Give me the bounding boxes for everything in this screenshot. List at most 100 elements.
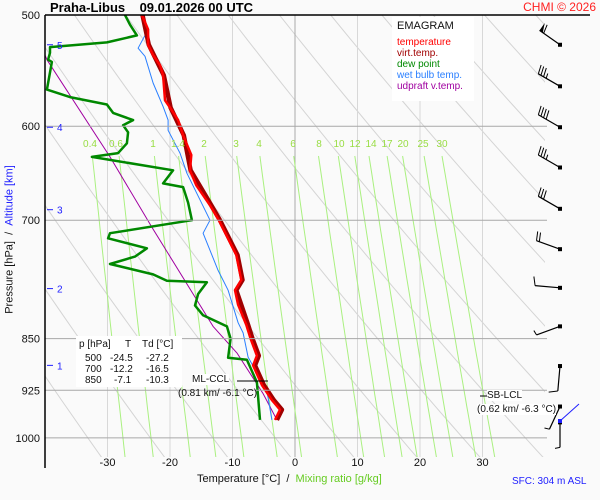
mixing-ratio-line [153,155,191,457]
wind-barb-shaft [539,29,561,46]
pressure-tick-label: 925 [22,385,40,397]
header-t: T [125,339,132,350]
datetime: 09.01.2026 00 UTC [139,0,254,15]
wind-barb-half-feather [544,427,550,430]
wind-barb-shaft [548,406,561,430]
mixing-ratio-label: 1 [150,139,156,150]
wind-barb-shaft [538,195,561,210]
ml-ccl-value: (0.81 km/ -6.1 °C) [178,388,258,399]
wind-barb [533,324,562,336]
wind-barb [537,146,562,170]
wind-barb-shaft [557,365,561,392]
mixing-ratio-line [368,155,418,457]
temperature-tick-label: 30 [476,457,488,469]
dry-adiabat-line [432,15,545,142]
mixing-ratio-line [402,155,454,457]
cell-p: 500 [85,353,102,364]
ml-ccl-label: ML-CCL [192,374,230,385]
header-p: p [hPa] [79,339,111,350]
legend-item-dew-point: dew point [397,59,440,70]
altitude-tick-label: 4 [57,123,63,134]
wind-barb-feather [538,232,542,242]
dry-adiabat-line [45,375,102,457]
dry-adiabat-line [278,15,545,327]
wind-barb-pennant [539,23,545,33]
mixing-ratio-label: 6 [290,139,296,150]
mixing-ratio-label: 0.6 [109,139,123,150]
series-udpraft-v-temp [45,54,278,421]
wind-barb-feather [533,276,536,286]
x-axis-label: Temperature [°C] [197,473,281,485]
wind-barbs [533,23,580,449]
wind-barb [554,403,580,449]
wind-barb [537,105,562,130]
temperature-tick-label: -10 [225,457,241,469]
altitude-tick-label: 1 [57,361,63,372]
axes: 0.4 0.6 1 1.4 2 3 4 6 8 10 12 14 17 20 25 3050060070085… [16,10,590,469]
altitude-tick-label: 2 [57,285,63,296]
pressure-tick-label: 1000 [16,433,40,445]
temperature-tick-label: -30 [100,457,116,469]
wind-barb [533,276,562,290]
wind-barb-feather [540,188,545,198]
dry-adiabat-line [73,15,418,457]
mixing-ratio-line [318,155,365,457]
dry-adiabat-line [227,15,545,393]
wind-barb-half-feather [533,330,537,336]
mixing-ratio-label: 3 [233,139,239,150]
altitude-tick-label: 5 [57,41,63,52]
dry-adiabat-line [45,204,229,457]
temperature-tick-label: 0 [292,457,298,469]
mixing-ratio-label: 1.4 [171,139,185,150]
header-td: Td [°C] [142,339,174,350]
wind-barb [548,364,562,393]
mixing-ratio-label: 10 [333,139,345,150]
mixing-ratio-label: 17 [381,139,393,150]
wind-barb-feather [540,147,545,157]
wind-barb-feather [536,231,539,241]
y-axis-title: Pressure [hPa] / Altitude [km] [3,165,16,314]
temperature-tick-label: -20 [162,457,178,469]
x-axis-label-mixing-ratio: Mixing ratio [g/kg] [295,473,382,485]
cell-p: 850 [85,375,102,386]
legend-item-wet-bulb: wet bulb temp. [397,70,463,81]
wind-barb-shaft [536,325,561,336]
temperature-tick-label: 20 [414,457,426,469]
cell-t: -12.2 [110,364,133,375]
wind-barb-station-dot [558,247,562,252]
wind-barb-shaft [538,73,561,87]
wind-barb-station-dot [558,364,562,369]
sounding-table: p [hPa] T Td [°C] 500 -24.5 -27.2 700 -1… [76,336,182,387]
wind-barb-feather [537,105,542,115]
wind-barb-feather [537,187,542,197]
mixing-ratio-label: 25 [417,139,429,150]
wind-barb-feather [540,107,545,117]
cell-t: -7.1 [114,375,132,386]
wind-barb-feather [543,108,547,118]
wind-barb-feather [545,110,550,120]
wind-barb-feather [540,66,545,76]
wind-barb-station-dot [558,404,562,409]
mixing-ratio-label: 14 [365,139,377,150]
temperature-tick-label: 10 [351,457,363,469]
wind-barb-station-dot [558,285,562,290]
wind-barb-half-feather [545,154,549,160]
wind-barb-shaft [538,154,561,169]
dry-adiabat-line [176,15,544,457]
wind-barb-half-feather [554,446,561,449]
cell-td: -16.5 [146,364,169,375]
wind-barb [544,404,562,430]
dry-adiabat-line [330,15,545,264]
surface-wind-vector [559,403,580,422]
dry-adiabat-line [564,0,600,473]
mixing-ratio-label: 4 [256,139,262,150]
legend-title: EMAGRAM [397,20,454,32]
mixing-ratio-label: 12 [349,139,361,150]
wind-barb-feather [543,67,547,77]
dry-adiabat-line [45,288,166,457]
legend-item-temperature: temperature [397,37,451,48]
pressure-tick-label: 700 [22,215,40,227]
cell-p: 700 [85,364,102,375]
surface-wind-dot [558,419,562,423]
